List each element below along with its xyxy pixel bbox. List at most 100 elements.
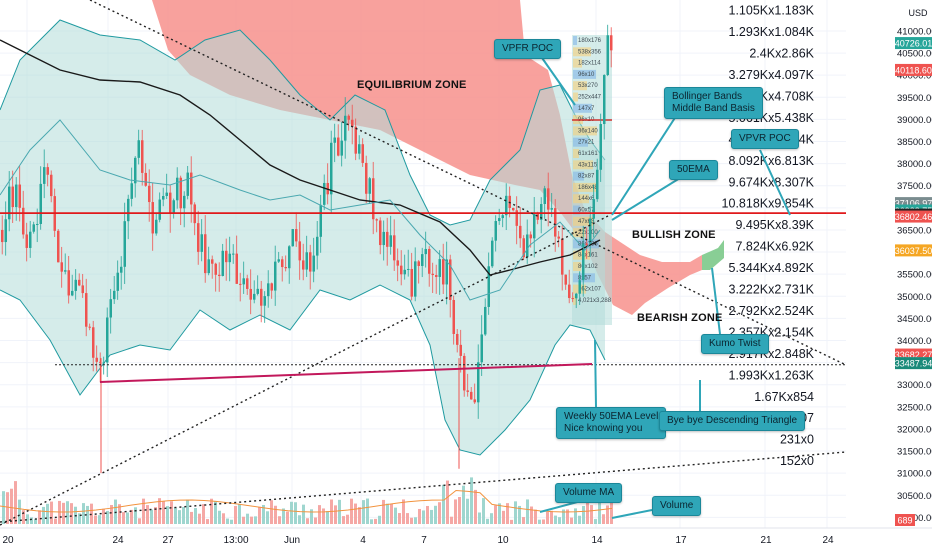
price-tag-text: 37106.97 — [895, 199, 932, 209]
candle-body — [435, 275, 438, 277]
volume-bar — [494, 505, 497, 524]
candle-body — [501, 215, 504, 219]
candle-body — [151, 202, 154, 234]
vpfr-label: 60x57 — [578, 208, 595, 214]
vpvr-label: 3.279Kx4.097K — [729, 68, 815, 82]
volume-bar — [526, 499, 529, 524]
price-tag-text: 36037.50 — [895, 246, 932, 256]
candle-body — [585, 243, 588, 245]
candle-body — [239, 283, 242, 285]
volume-bar — [26, 514, 29, 524]
candle-body — [81, 285, 84, 294]
vpfr-bar — [573, 103, 592, 113]
candle-body — [599, 124, 602, 170]
volume-bar — [442, 484, 445, 524]
vpfr-label: 252x447 — [578, 95, 602, 101]
volume-bar — [10, 488, 13, 524]
volume-bar — [382, 499, 385, 524]
candle-body — [543, 188, 546, 205]
time-axis[interactable]: 20 24 27 13:00 Jun 4 7 10 14 17 21 24 — [0, 527, 932, 550]
volume-bar — [282, 508, 285, 524]
price-tag-text: 33487.94 — [895, 359, 932, 369]
time-tick: 24 — [822, 535, 834, 546]
candle-body — [610, 35, 613, 51]
volume-bar — [310, 509, 313, 524]
candle-body — [456, 333, 459, 345]
candle-body — [337, 137, 340, 156]
volume-bar — [210, 498, 213, 524]
price-tick: 36500.00 — [897, 225, 932, 236]
volume-bar — [42, 506, 45, 524]
candle-body — [67, 270, 70, 296]
volume-bar — [110, 504, 113, 524]
candle-body — [190, 172, 193, 205]
callout-pointer — [594, 339, 597, 408]
candle-body — [298, 241, 301, 261]
price-tick: 32000.00 — [897, 424, 932, 435]
candle-body — [232, 253, 235, 255]
vpfr-label: 144x6 — [578, 196, 595, 202]
vpfr-bar — [573, 137, 588, 147]
volume-bar — [290, 501, 293, 524]
candle-body — [358, 144, 361, 154]
callout-pointer — [539, 54, 576, 106]
candle-body — [109, 299, 112, 318]
candle-body — [592, 199, 595, 219]
volume-bar — [258, 506, 261, 524]
price-tick: 35500.00 — [897, 270, 932, 281]
bollinger-fill — [0, 20, 605, 455]
candle-body — [263, 296, 266, 306]
vpfr-bar — [573, 126, 597, 136]
candle-body — [134, 157, 137, 184]
candle-body — [305, 252, 308, 270]
price-axis[interactable]: USD 41000.00 40500.00 40000.00 39500.00 39000… — [866, 0, 932, 550]
candle-body — [382, 231, 385, 246]
volume-bar — [162, 501, 165, 524]
candle-body — [144, 172, 147, 186]
volume-bar — [286, 511, 289, 524]
volume-bar — [514, 501, 517, 524]
vpvr-label: 3.222Kx2.731K — [729, 283, 815, 297]
volume-bar — [446, 480, 449, 524]
volume-bar — [406, 513, 409, 524]
volume-bar — [270, 500, 273, 524]
vpvr-label: 9.495Kx8.39K — [735, 218, 814, 232]
volume-bar — [122, 512, 125, 524]
vpvr-poc-callout: VPVR POC — [731, 129, 799, 149]
candle-body — [127, 198, 130, 222]
candle-body — [473, 399, 476, 403]
time-tick: 14 — [591, 535, 603, 546]
candle-body — [78, 279, 81, 286]
candle-body — [172, 200, 175, 213]
volume-bar — [194, 508, 197, 524]
volume-bar — [234, 506, 237, 524]
vpfr-label: 180x176 — [578, 38, 602, 44]
volume-bar — [542, 519, 545, 524]
volume-bar — [58, 500, 61, 524]
volume-bar — [106, 510, 109, 524]
candle-body — [260, 288, 263, 306]
volume-bar — [238, 504, 241, 524]
descending-triangle-callout: Bye bye Descending Triangle — [659, 411, 806, 431]
volume-bar — [358, 507, 361, 524]
volume-bar — [530, 506, 533, 524]
candle-body — [368, 178, 371, 194]
volume-bar — [146, 505, 149, 524]
ichimoku-cloud — [152, 0, 724, 315]
candle-body — [438, 259, 441, 277]
volume-bar — [398, 513, 401, 524]
volume-bar — [22, 510, 25, 524]
vpfr-bar — [573, 47, 591, 57]
candle-body — [256, 288, 259, 294]
candle-body — [431, 273, 434, 276]
vpvr-label: 152x0 — [780, 454, 814, 468]
volume-bar — [606, 505, 609, 524]
volume-bar — [334, 505, 337, 524]
volume-bar — [318, 505, 321, 524]
volume-bar — [418, 508, 421, 524]
candle-body — [421, 254, 424, 266]
volume-bar — [454, 499, 457, 524]
volume-bar — [482, 498, 485, 524]
volume-bar — [242, 516, 245, 524]
